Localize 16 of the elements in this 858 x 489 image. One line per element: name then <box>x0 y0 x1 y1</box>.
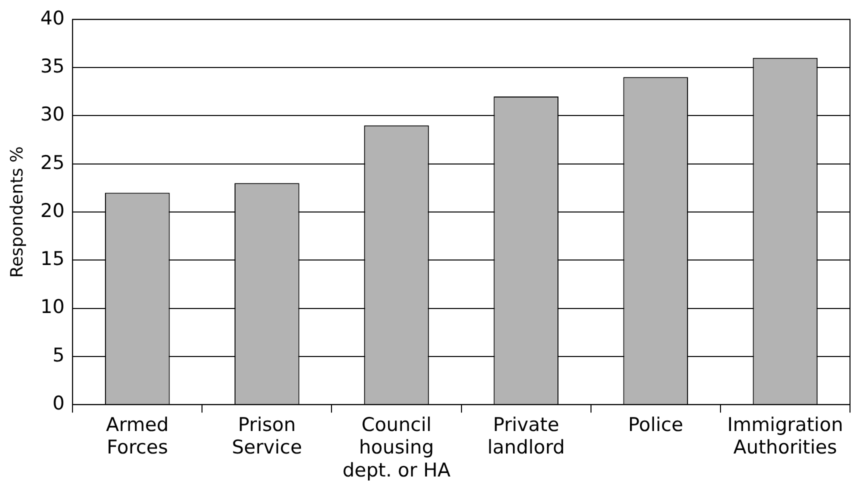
y-tick-label: 5 <box>52 344 65 366</box>
x-tick-label: Armed Forces <box>106 414 169 459</box>
y-tick-label: 10 <box>40 296 65 318</box>
y-tick-label: 30 <box>40 104 65 126</box>
x-tick-label: Council housing dept. or HA <box>342 414 451 482</box>
x-tick-label: Police <box>628 414 684 436</box>
y-axis-title: Respondents % <box>8 146 28 278</box>
x-tick-label: Private landlord <box>487 414 565 459</box>
y-tick-label: 15 <box>40 248 65 270</box>
y-tick-label: 35 <box>40 55 65 78</box>
y-tick-label: 20 <box>40 200 65 222</box>
y-tick-label: 25 <box>40 152 65 174</box>
x-tick-label: Prison Service <box>232 414 302 459</box>
y-tick-label: 40 <box>40 7 65 30</box>
x-tick-label: Immigration Authorities <box>727 414 844 459</box>
y-tick-label: 0 <box>52 392 65 415</box>
